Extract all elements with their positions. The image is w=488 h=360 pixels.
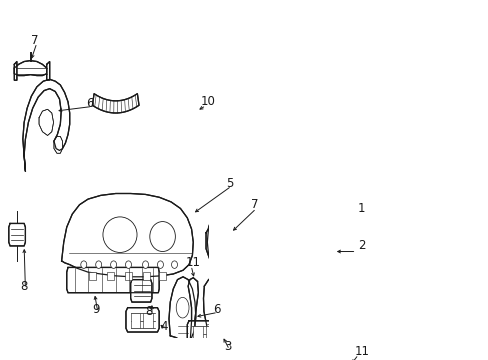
Ellipse shape	[171, 261, 177, 268]
Bar	[130, 313, 140, 328]
FancyBboxPatch shape	[311, 287, 326, 339]
Polygon shape	[14, 60, 47, 76]
Bar	[205, 327, 215, 339]
Polygon shape	[126, 308, 159, 332]
Bar	[278, 227, 288, 261]
Text: 8: 8	[145, 305, 153, 318]
Polygon shape	[340, 286, 353, 360]
FancyBboxPatch shape	[225, 287, 240, 339]
Polygon shape	[187, 321, 223, 345]
Bar	[142, 272, 149, 280]
Bar	[314, 227, 324, 261]
Polygon shape	[9, 224, 25, 246]
Ellipse shape	[176, 297, 189, 318]
Text: 11: 11	[185, 256, 201, 269]
Text: 10: 10	[201, 95, 215, 108]
Polygon shape	[14, 62, 17, 80]
Polygon shape	[207, 211, 232, 261]
Bar	[159, 272, 165, 280]
Ellipse shape	[157, 261, 163, 268]
Polygon shape	[66, 267, 159, 293]
Text: 1: 1	[357, 202, 365, 215]
Text: 3: 3	[224, 341, 231, 354]
FancyBboxPatch shape	[290, 284, 305, 342]
Bar	[225, 227, 235, 261]
Polygon shape	[205, 207, 332, 285]
Polygon shape	[203, 265, 341, 360]
Text: 4: 4	[160, 320, 167, 333]
Text: 7: 7	[30, 33, 38, 46]
Text: 6: 6	[212, 303, 220, 316]
Bar	[143, 313, 152, 328]
Bar	[297, 227, 307, 261]
Bar	[193, 327, 202, 339]
Polygon shape	[61, 193, 193, 277]
Polygon shape	[54, 136, 62, 153]
Text: 8: 8	[20, 280, 27, 293]
Bar	[89, 272, 96, 280]
Ellipse shape	[125, 261, 131, 268]
Polygon shape	[130, 280, 152, 302]
Text: 2: 2	[357, 239, 365, 252]
Text: 9: 9	[92, 303, 100, 316]
Text: 5: 5	[226, 177, 233, 190]
Polygon shape	[169, 277, 195, 341]
Polygon shape	[47, 62, 50, 80]
Polygon shape	[92, 94, 139, 113]
Ellipse shape	[213, 227, 225, 246]
FancyBboxPatch shape	[268, 284, 284, 342]
Text: 7: 7	[251, 198, 258, 211]
FancyBboxPatch shape	[247, 284, 263, 342]
Bar	[107, 272, 114, 280]
Polygon shape	[39, 109, 53, 135]
Polygon shape	[188, 278, 199, 360]
Polygon shape	[23, 79, 70, 171]
Ellipse shape	[81, 261, 86, 268]
Ellipse shape	[142, 261, 148, 268]
Bar	[260, 227, 270, 261]
Ellipse shape	[103, 217, 137, 252]
Bar	[125, 272, 132, 280]
Bar	[242, 227, 252, 261]
Ellipse shape	[96, 261, 102, 268]
Ellipse shape	[149, 221, 175, 252]
Text: 11: 11	[354, 345, 368, 358]
Text: 6: 6	[86, 97, 93, 110]
Ellipse shape	[110, 261, 116, 268]
